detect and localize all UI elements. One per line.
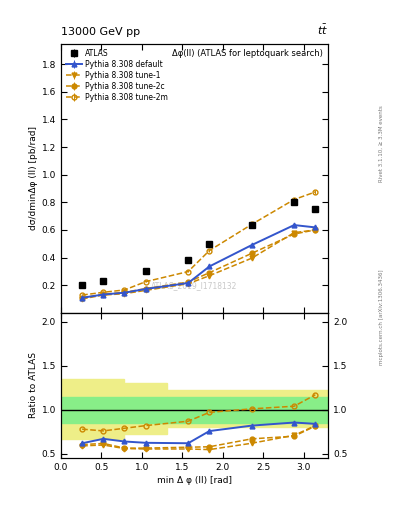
Text: Δφ(ll) (ATLAS for leptoquark search): Δφ(ll) (ATLAS for leptoquark search): [172, 49, 323, 58]
Bar: [93, 379, 125, 439]
Text: 13000 GeV pp: 13000 GeV pp: [61, 27, 140, 37]
Legend: ATLAS, Pythia 8.308 default, Pythia 8.308 tune-1, Pythia 8.308 tune-2c, Pythia 8: ATLAS, Pythia 8.308 default, Pythia 8.30…: [65, 47, 169, 103]
Bar: [93, 396, 125, 423]
Bar: [125, 383, 167, 434]
Bar: [167, 390, 230, 428]
Bar: [61, 379, 93, 439]
Bar: [125, 396, 167, 423]
Text: ATLAS_2019_I1718132: ATLAS_2019_I1718132: [151, 281, 238, 290]
Y-axis label: Ratio to ATLAS: Ratio to ATLAS: [29, 352, 37, 418]
Y-axis label: dσ/dminΔφ (ll) [pb/rad]: dσ/dminΔφ (ll) [pb/rad]: [29, 126, 37, 230]
X-axis label: min Δ φ (ll) [rad]: min Δ φ (ll) [rad]: [157, 476, 232, 485]
Bar: [61, 396, 93, 423]
Text: $t\bar{t}$: $t\bar{t}$: [317, 23, 328, 37]
Bar: [230, 390, 273, 428]
Bar: [273, 396, 328, 423]
Text: Rivet 3.1.10, ≥ 3.3M events: Rivet 3.1.10, ≥ 3.3M events: [379, 105, 384, 182]
Bar: [273, 390, 328, 428]
Bar: [167, 396, 230, 423]
Bar: [230, 396, 273, 423]
Text: mcplots.cern.ch [arXiv:1306.3436]: mcplots.cern.ch [arXiv:1306.3436]: [379, 270, 384, 365]
